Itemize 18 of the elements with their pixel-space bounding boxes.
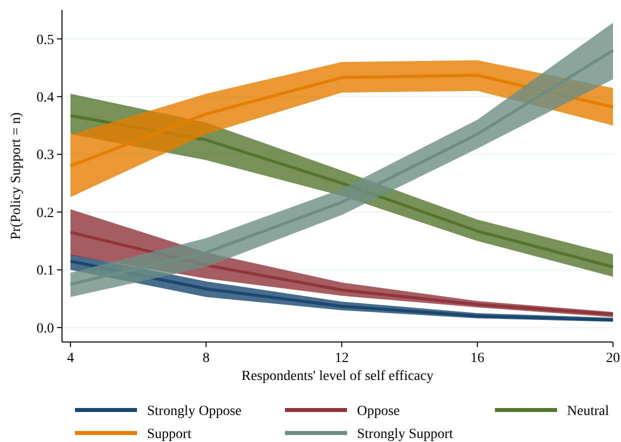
x-tick-label: 4 [66, 351, 74, 366]
y-tick-label: 0.5 [36, 32, 54, 48]
x-tick-label: 20 [606, 351, 620, 366]
y-axis-title: Pr(Policy Support = n) [9, 112, 24, 240]
legend-label: Strongly Oppose [147, 404, 242, 419]
x-tick-label: 8 [202, 351, 210, 366]
y-tick-label: 0.3 [36, 148, 54, 164]
legend-label: Strongly Support [357, 426, 454, 442]
legend-label: Support [147, 426, 192, 442]
x-tick-label: 16 [470, 351, 484, 366]
y-tick-label: 0.4 [36, 90, 54, 106]
legend-label: Neutral [567, 404, 610, 419]
x-axis-title: Respondents' level of self efficacy [242, 369, 434, 384]
y-tick-label: 0.1 [36, 264, 54, 279]
y-tick-label: 0.0 [36, 321, 54, 336]
x-tick-label: 12 [334, 351, 349, 366]
legend-label: Oppose [357, 404, 400, 419]
y-tick-label: 0.2 [36, 206, 54, 221]
